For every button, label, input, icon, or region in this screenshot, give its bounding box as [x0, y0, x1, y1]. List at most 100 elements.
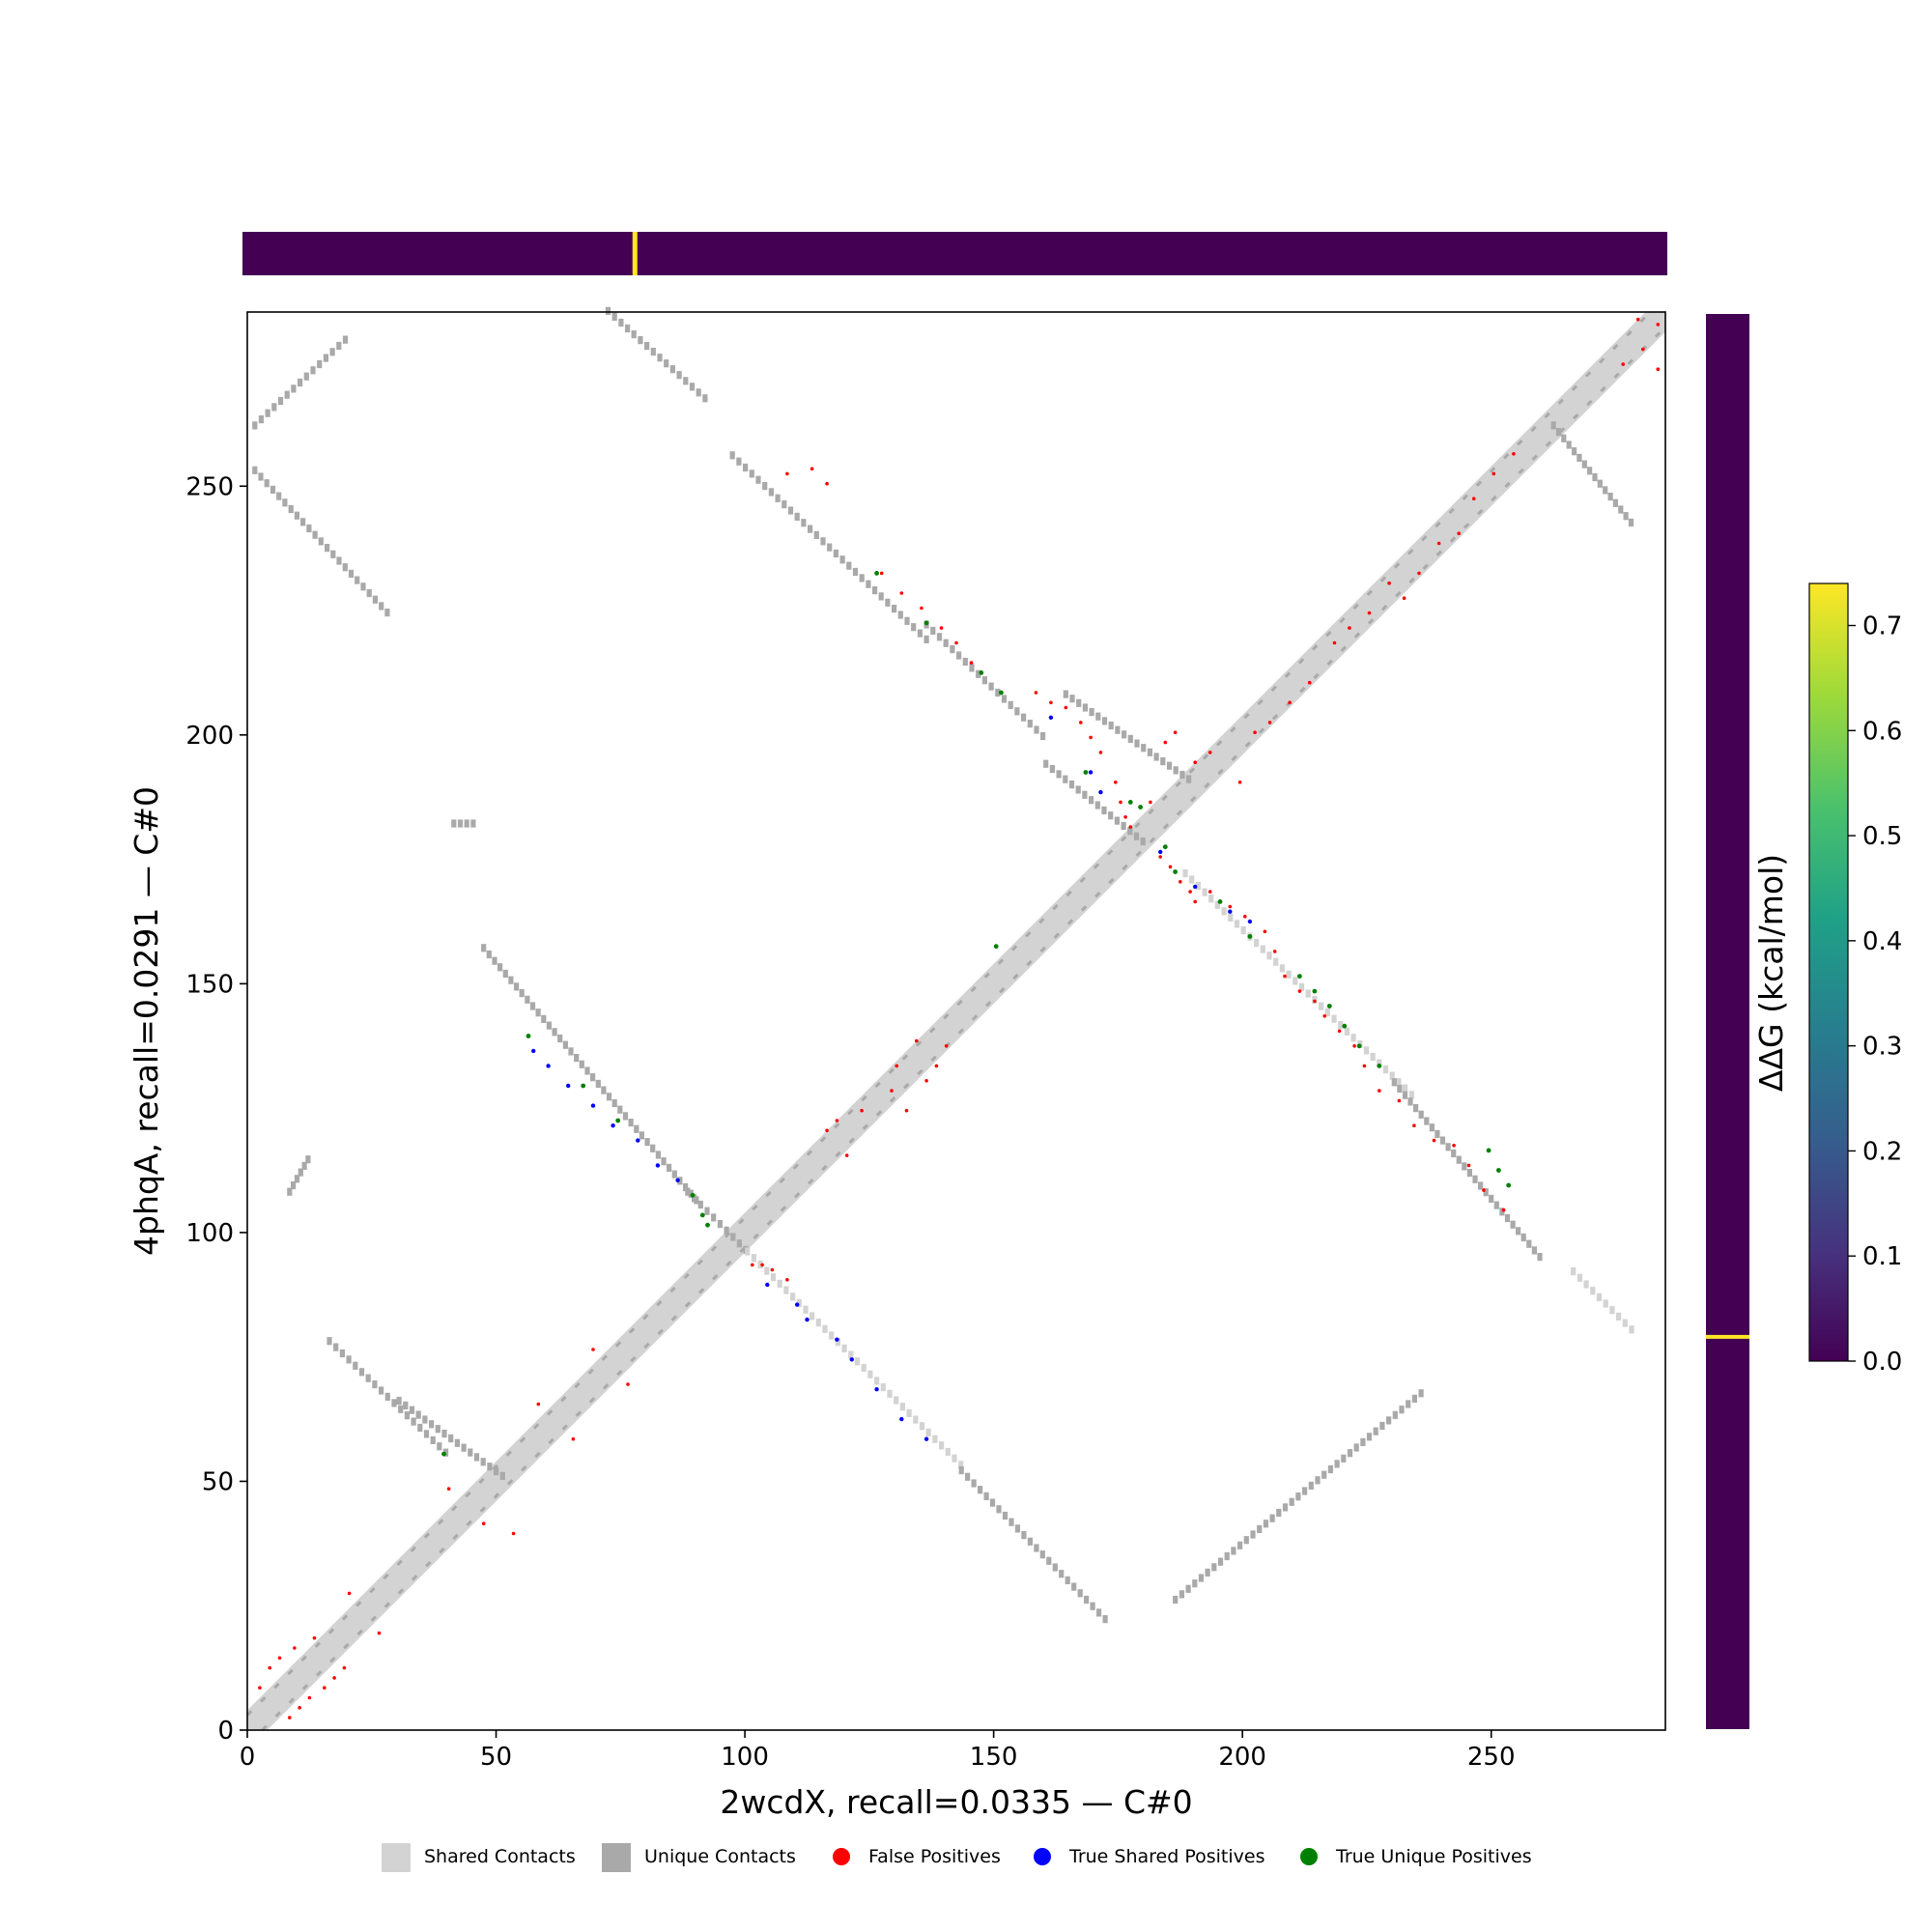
y-tick-label: 0 — [217, 1717, 234, 1746]
false-positive-point — [1322, 1014, 1326, 1018]
false-positive-point — [860, 1108, 864, 1113]
contact-cell — [1089, 796, 1094, 805]
contact-cell — [384, 609, 390, 617]
shared-contact-band — [247, 312, 1665, 1730]
y-tick-label: 200 — [185, 722, 234, 751]
contact-cell — [336, 556, 342, 565]
contact-cell — [1034, 1544, 1039, 1552]
true-shared-positive-point — [805, 1317, 810, 1322]
contact-cell — [1466, 1169, 1472, 1178]
legend-marker — [1300, 1848, 1318, 1865]
contact-cell — [1202, 888, 1208, 896]
false-positive-point — [944, 1044, 949, 1048]
contact-cell — [1572, 447, 1577, 456]
contact-cell — [1587, 467, 1593, 475]
false-positive-point — [1228, 904, 1233, 909]
contact-cell — [650, 348, 656, 356]
false-positive-point — [312, 1635, 317, 1640]
x-axis: 0 50 100 150 200 250 — [240, 1730, 1516, 1772]
false-positive-point — [1621, 362, 1625, 366]
false-positive-point — [785, 1278, 789, 1282]
contact-cell — [379, 1386, 384, 1395]
contact-cell — [1076, 698, 1082, 707]
contact-cell — [1049, 764, 1055, 774]
contact-cell — [878, 592, 884, 601]
contact-cell — [777, 1279, 782, 1288]
true-unique-positive-point — [690, 1192, 696, 1198]
ddg-peak-right — [1706, 1334, 1749, 1339]
false-positive-point — [785, 471, 789, 476]
contact-cell — [306, 524, 312, 533]
contact-cell — [683, 377, 689, 385]
contact-cell — [923, 635, 929, 643]
unique-contact-segment — [729, 451, 929, 643]
contact-cell — [611, 1098, 617, 1108]
false-positive-point — [591, 1348, 595, 1351]
false-positive-point — [1098, 751, 1103, 754]
contact-cell — [1263, 1520, 1268, 1528]
legend-item: Shared Contacts — [382, 1843, 576, 1872]
contact-cell — [1478, 1181, 1484, 1190]
false-positive-point — [1337, 1029, 1342, 1034]
contact-cell — [590, 1073, 596, 1082]
contact-cell — [291, 384, 297, 393]
legend: Shared Contacts Unique Contacts False Posi… — [382, 1843, 1532, 1872]
y-tick-label: 50 — [202, 1467, 234, 1496]
contact-cell — [790, 1293, 796, 1301]
contact-cell — [1289, 1497, 1294, 1506]
contact-cell — [1084, 1595, 1090, 1605]
contact-cell — [372, 1380, 378, 1389]
contact-cell — [1071, 1582, 1077, 1591]
contact-cell — [1075, 785, 1081, 794]
contact-cell — [1402, 1091, 1408, 1099]
y-tick-label: 100 — [185, 1219, 234, 1248]
contact-cell — [1279, 964, 1285, 973]
false-positive-point — [904, 1108, 909, 1113]
contact-cell — [983, 1492, 989, 1500]
contact-cell — [1609, 1306, 1615, 1315]
false-positive-point — [879, 571, 884, 576]
contact-cell — [451, 819, 457, 828]
contact-cell — [1240, 925, 1246, 935]
contact-cell — [1127, 827, 1133, 836]
contact-cell — [1276, 1508, 1282, 1518]
contact-cell — [874, 1377, 880, 1385]
contact-cell — [1571, 1267, 1577, 1276]
x-tick-label: 50 — [480, 1743, 512, 1772]
true-unique-positive-point — [1297, 974, 1302, 979]
contact-cell — [996, 1505, 1002, 1514]
contact-cell — [683, 1182, 689, 1192]
contact-cell — [965, 1472, 971, 1481]
contact-cell — [1623, 512, 1629, 521]
false-positive-point — [760, 1263, 764, 1267]
false-positive-point — [1253, 730, 1257, 734]
false-positive-point — [1417, 571, 1421, 576]
contact-cell — [568, 1047, 574, 1056]
false-positive-point — [920, 606, 923, 611]
false-positive-point — [1466, 1163, 1471, 1168]
contact-cell — [1121, 821, 1126, 831]
contact-cell — [781, 500, 787, 509]
false-positive-point — [298, 1706, 301, 1710]
contact-cell — [1341, 1454, 1347, 1463]
false-positive-point — [915, 1038, 919, 1043]
contact-cell — [848, 1350, 854, 1359]
contact-cell — [265, 409, 270, 417]
contact-cell — [514, 982, 520, 991]
contact-cell — [411, 1417, 416, 1426]
false-positive-point — [825, 481, 829, 486]
contact-cell — [1160, 757, 1166, 766]
contact-cell — [1021, 713, 1027, 722]
contact-cell — [833, 549, 838, 558]
contact-cell — [1108, 721, 1114, 730]
contact-cell — [930, 626, 936, 635]
contact-cell — [1231, 1547, 1236, 1555]
contact-cell — [1334, 1460, 1340, 1468]
contact-cell — [1327, 1464, 1333, 1474]
contact-cell — [1370, 1052, 1376, 1062]
true-shared-positive-point — [1228, 909, 1233, 914]
contact-cell — [258, 472, 264, 481]
false-positive-point — [1432, 1138, 1436, 1143]
false-positive-point — [1352, 1044, 1356, 1048]
contact-cell — [1516, 1227, 1521, 1236]
